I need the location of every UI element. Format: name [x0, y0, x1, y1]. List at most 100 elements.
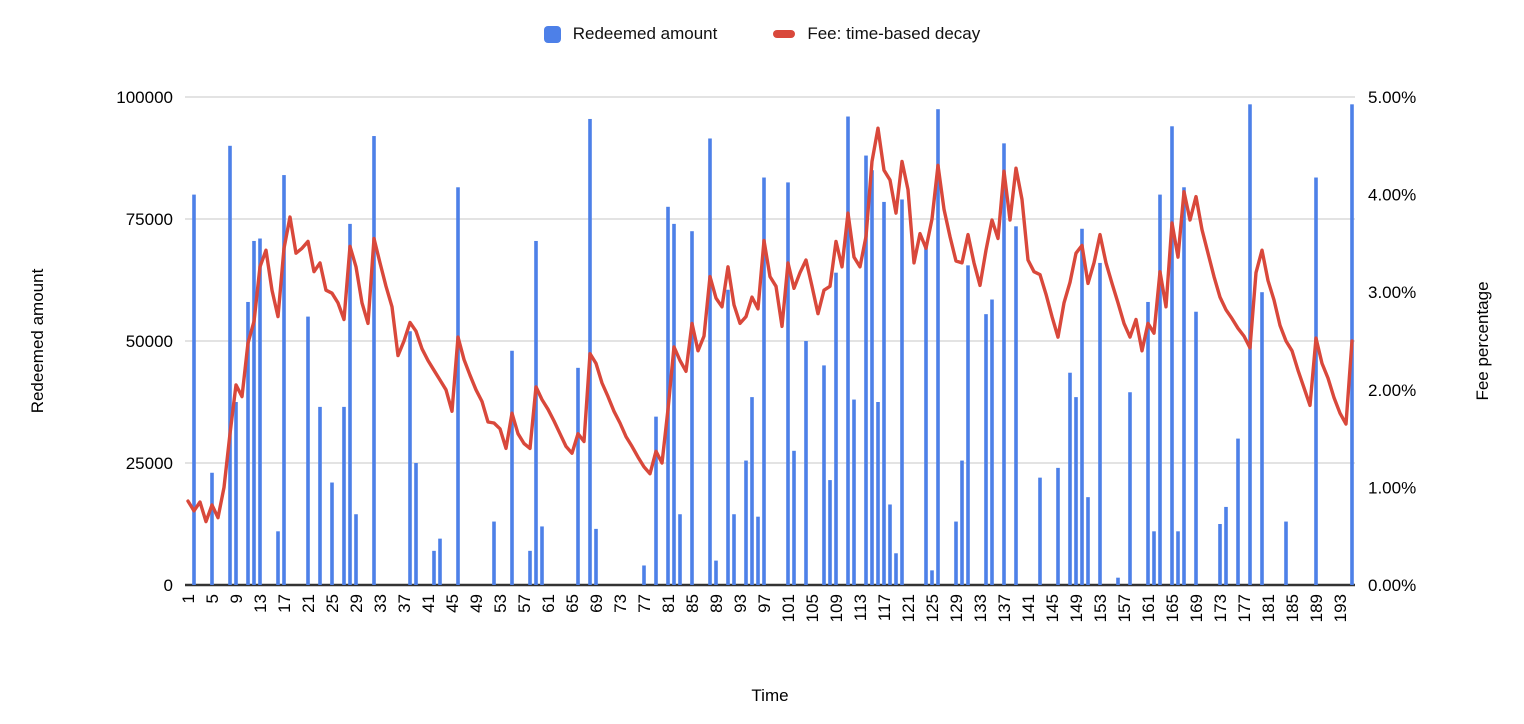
- bar[interactable]: [786, 182, 790, 585]
- bar[interactable]: [1098, 262, 1102, 585]
- bar[interactable]: [258, 238, 262, 585]
- bar[interactable]: [804, 341, 808, 585]
- x-axis-tick-label: 41: [419, 594, 438, 613]
- bar[interactable]: [990, 299, 994, 585]
- bar[interactable]: [210, 472, 214, 585]
- bar[interactable]: [1146, 301, 1150, 585]
- bar[interactable]: [1002, 143, 1006, 586]
- bar[interactable]: [744, 460, 748, 585]
- bar[interactable]: [714, 560, 718, 585]
- bar[interactable]: [1182, 187, 1186, 585]
- bar[interactable]: [534, 240, 538, 585]
- bar[interactable]: [1176, 531, 1180, 585]
- bar[interactable]: [1260, 292, 1264, 585]
- bar[interactable]: [1014, 226, 1018, 585]
- bar[interactable]: [1152, 531, 1156, 585]
- legend-item-fee-decay[interactable]: Fee: time-based decay: [773, 24, 980, 44]
- bar[interactable]: [936, 109, 940, 585]
- bar[interactable]: [1128, 392, 1132, 585]
- bar[interactable]: [1074, 397, 1078, 585]
- bar[interactable]: [708, 138, 712, 586]
- bar[interactable]: [282, 175, 286, 585]
- bar[interactable]: [822, 365, 826, 585]
- x-axis-tick-label: 37: [395, 594, 414, 613]
- bar[interactable]: [540, 526, 544, 585]
- bar[interactable]: [876, 402, 880, 585]
- bar[interactable]: [438, 538, 442, 585]
- bar[interactable]: [576, 367, 580, 585]
- bar[interactable]: [1224, 506, 1228, 585]
- bar[interactable]: [846, 116, 850, 586]
- bar[interactable]: [1314, 177, 1318, 585]
- bar[interactable]: [966, 265, 970, 585]
- bar[interactable]: [330, 482, 334, 585]
- bar[interactable]: [960, 460, 964, 585]
- x-axis-tick-label: 49: [467, 594, 486, 613]
- bar[interactable]: [1218, 524, 1222, 585]
- bar[interactable]: [408, 331, 412, 585]
- bar[interactable]: [690, 231, 694, 585]
- legend-item-redeemed-amount[interactable]: Redeemed amount: [543, 24, 717, 44]
- bar[interactable]: [456, 187, 460, 585]
- bar[interactable]: [348, 223, 352, 585]
- bar[interactable]: [492, 521, 496, 585]
- bar[interactable]: [834, 272, 838, 585]
- bar[interactable]: [318, 406, 322, 585]
- x-axis-tick-label: 177: [1235, 594, 1254, 622]
- bar[interactable]: [642, 565, 646, 585]
- x-axis-tick-label: 161: [1139, 594, 1158, 622]
- bar[interactable]: [594, 528, 598, 585]
- bar[interactable]: [900, 199, 904, 586]
- bar[interactable]: [1080, 228, 1084, 585]
- bar[interactable]: [1194, 311, 1198, 585]
- bar[interactable]: [1170, 126, 1174, 585]
- x-axis-tick-label: 9: [227, 594, 246, 603]
- bar[interactable]: [870, 170, 874, 585]
- bar[interactable]: [678, 514, 682, 585]
- bar[interactable]: [528, 550, 532, 585]
- bar[interactable]: [828, 480, 832, 585]
- bar[interactable]: [588, 118, 592, 586]
- bar[interactable]: [882, 201, 886, 586]
- bar[interactable]: [228, 145, 232, 586]
- bar[interactable]: [1086, 497, 1090, 585]
- bar[interactable]: [246, 301, 250, 585]
- bar[interactable]: [888, 504, 892, 585]
- bar[interactable]: [1236, 438, 1240, 585]
- bar[interactable]: [1056, 467, 1060, 585]
- bar[interactable]: [726, 289, 730, 585]
- bar[interactable]: [372, 136, 376, 586]
- bar[interactable]: [234, 402, 238, 585]
- bar[interactable]: [894, 553, 898, 585]
- bar[interactable]: [852, 399, 856, 585]
- fee-line-path[interactable]: [186, 126, 1354, 524]
- bar[interactable]: [924, 243, 928, 585]
- bar[interactable]: [984, 314, 988, 585]
- bar[interactable]: [864, 155, 868, 585]
- bar[interactable]: [954, 521, 958, 585]
- bar[interactable]: [1038, 477, 1042, 585]
- bar[interactable]: [414, 463, 418, 585]
- bar[interactable]: [756, 516, 760, 585]
- bar[interactable]: [930, 570, 934, 585]
- bar[interactable]: [342, 406, 346, 585]
- bar[interactable]: [732, 514, 736, 585]
- bar[interactable]: [1068, 372, 1072, 585]
- bar[interactable]: [672, 223, 676, 585]
- bar[interactable]: [792, 450, 796, 585]
- bar[interactable]: [192, 194, 196, 585]
- bar[interactable]: [750, 397, 754, 585]
- bar[interactable]: [1158, 194, 1162, 585]
- bar[interactable]: [654, 416, 658, 585]
- bar[interactable]: [354, 514, 358, 585]
- bar[interactable]: [762, 177, 766, 585]
- bar[interactable]: [510, 350, 514, 585]
- bar[interactable]: [432, 550, 436, 585]
- bar[interactable]: [276, 531, 280, 585]
- x-axis-tick-label: 29: [347, 594, 366, 613]
- bar[interactable]: [1116, 577, 1120, 585]
- bar[interactable]: [252, 240, 256, 585]
- bar[interactable]: [306, 316, 310, 585]
- bar[interactable]: [1284, 521, 1288, 585]
